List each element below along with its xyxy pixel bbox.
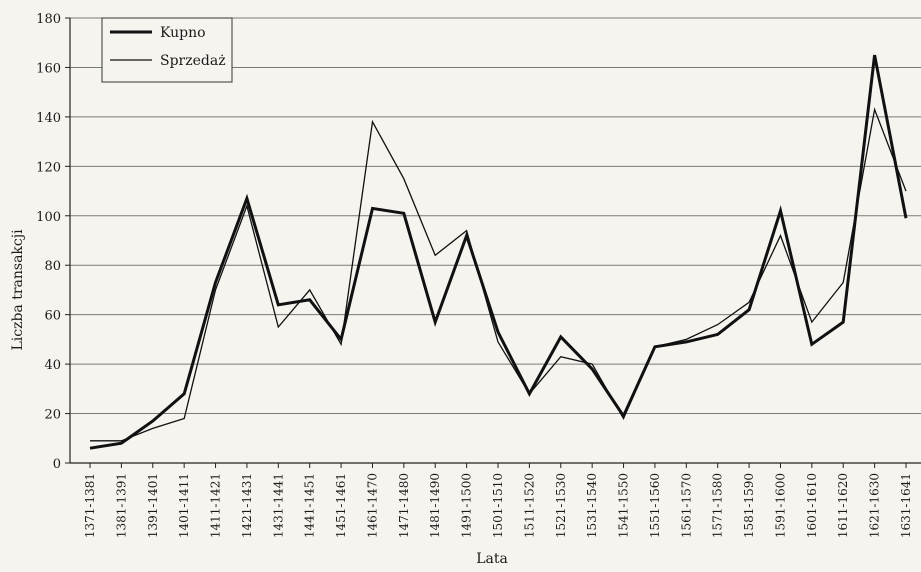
x-tick-label: 1591-1600 (773, 473, 787, 538)
y-tick-label: 60 (44, 309, 61, 324)
x-axis-label: Lata (476, 551, 508, 567)
x-tick-label: 1421-1431 (240, 473, 254, 538)
y-tick-label: 100 (36, 210, 61, 225)
x-tick-label: 1581-1590 (742, 473, 756, 538)
x-tick-label: 1441-1451 (303, 473, 317, 538)
x-tick-label: 1481-1490 (428, 473, 442, 538)
legend: Kupno Sprzedaż (101, 17, 233, 83)
x-tick-label: 1411-1421 (209, 473, 223, 538)
y-axis-label: Liczba transakcji (10, 229, 26, 351)
axes: 0 20 40 60 80 100 120 140 160 180 1371-1381 1381-13… (36, 12, 921, 538)
y-tick-label: 80 (44, 259, 61, 274)
x-tick-label: 1371-1381 (83, 473, 97, 538)
x-tick-label: 1561-1570 (679, 473, 693, 538)
x-tick-label: 1511-1520 (522, 473, 536, 538)
x-tick-label: 1621-1630 (868, 473, 882, 538)
legend-label: Sprzedaż (160, 53, 226, 69)
y-tick-label: 40 (44, 358, 61, 373)
x-tick-label: 1471-1480 (397, 473, 411, 538)
x-tick-label: 1491-1500 (460, 473, 474, 538)
x-tick-label: 1451-1461 (334, 473, 348, 538)
y-tick-label: 160 (36, 61, 61, 76)
x-tick-label: 1601-1610 (805, 473, 819, 538)
y-tick-label: 120 (36, 160, 61, 175)
legend-box (101, 17, 233, 83)
y-tick-label: 180 (36, 12, 61, 27)
x-tick-label: 1431-1441 (271, 473, 285, 538)
x-tick-label: 1461-1470 (365, 473, 379, 538)
grid (70, 17, 921, 415)
y-tick-label: 140 (36, 111, 61, 126)
x-tick-label: 1541-1550 (617, 473, 631, 538)
x-tick-label: 1391-1401 (146, 473, 160, 538)
series-line-sprzedaż (90, 107, 907, 442)
x-tick-label: 1551-1560 (648, 473, 662, 538)
series-line-kupno (89, 54, 908, 450)
x-tick-label: 1521-1530 (554, 473, 568, 538)
series-lines (89, 54, 908, 450)
x-tick-label: 1501-1510 (491, 473, 505, 538)
x-tick-label: 1381-1391 (114, 473, 128, 538)
y-tick-label: 20 (44, 408, 61, 423)
x-tick-label: 1401-1411 (177, 473, 191, 538)
legend-label: Kupno (160, 25, 206, 41)
x-tick-label: 1631-1641 (899, 473, 913, 538)
y-tick-label: 0 (53, 457, 61, 472)
x-tick-label: 1611-1620 (836, 473, 850, 538)
x-tick-label: 1571-1580 (711, 473, 725, 538)
x-tick-label: 1531-1540 (585, 473, 599, 538)
